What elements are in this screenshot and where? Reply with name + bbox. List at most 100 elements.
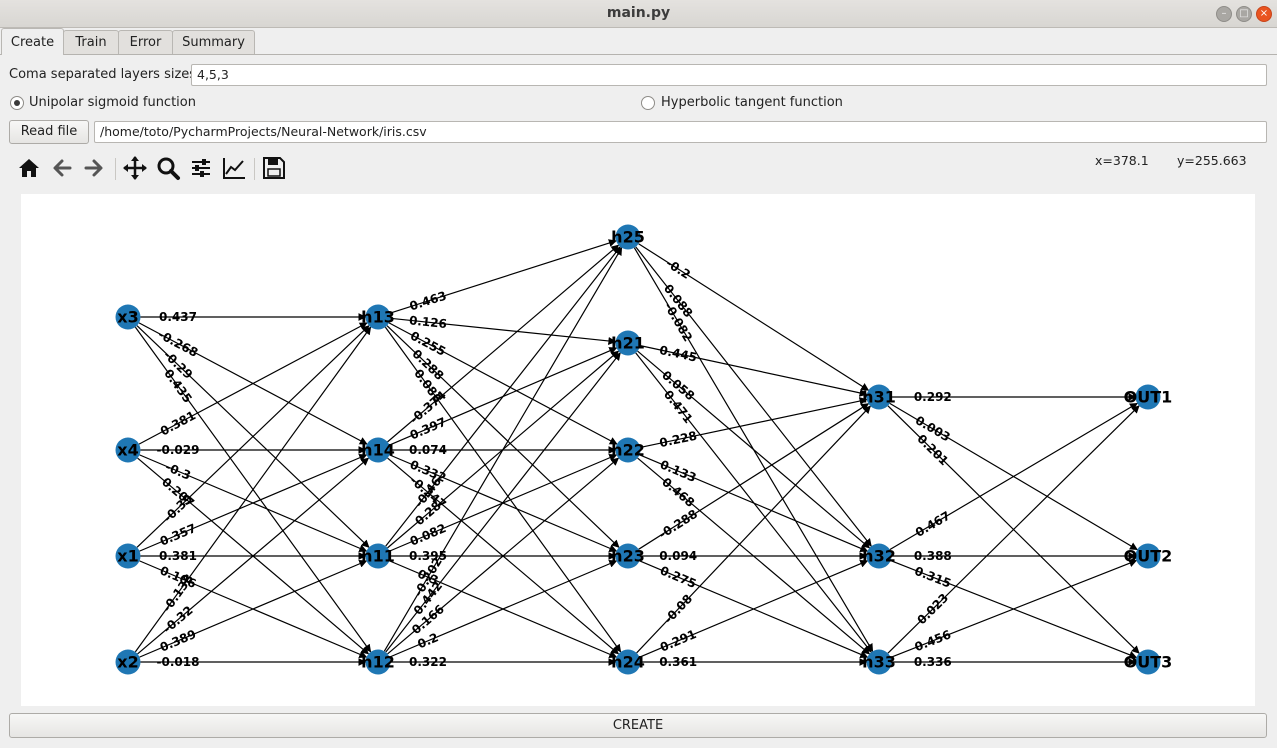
node-label-h23: h23 — [611, 547, 645, 566]
node-h21 — [615, 330, 641, 356]
edge-h24-h31 — [636, 405, 871, 654]
edge-h13-h25 — [389, 239, 617, 314]
edge-x2-h11 — [139, 560, 368, 658]
save-icon[interactable] — [260, 154, 288, 182]
node-label-h33: h33 — [862, 653, 896, 672]
window-title: main.py — [606, 5, 671, 21]
node-h24 — [615, 649, 641, 675]
edge-h14-h25 — [387, 244, 620, 443]
edge-h33-OUT1 — [887, 405, 1140, 654]
home-icon[interactable] — [15, 154, 43, 182]
tab-create[interactable]: Create — [1, 28, 64, 55]
node-h14 — [365, 437, 391, 463]
edge-weight-label: 0.467 — [913, 509, 953, 540]
edge-weight-label: 0.463 — [408, 289, 448, 314]
tab-train[interactable]: Train — [63, 30, 119, 54]
unipolar-label: Unipolar sigmoid function — [29, 95, 196, 110]
layers-input[interactable]: 4,5,3 — [191, 64, 1267, 86]
read-file-button[interactable]: Read file — [9, 120, 89, 144]
node-h32 — [866, 543, 892, 569]
coord-x-readout: x=378.1 — [1095, 153, 1149, 168]
configure-subplots-icon[interactable] — [187, 154, 215, 182]
edge-h21-h31 — [640, 345, 868, 397]
edge-h22-h32 — [639, 454, 869, 553]
toolbar-separator — [115, 158, 116, 180]
edge-x1-h14 — [139, 454, 368, 552]
network-plot[interactable]: x3 x4 x1 x2 h13 h14 h11 h12 h25 h21 h22 h23 h24 h31 h3… — [21, 194, 1255, 706]
edge-h33-OUT2 — [890, 559, 1138, 658]
edge-x1-h13 — [136, 325, 370, 548]
back-icon[interactable] — [48, 154, 76, 182]
edge-h21-h32 — [637, 350, 871, 549]
pan-icon[interactable] — [121, 154, 149, 182]
toolbar-separator — [254, 158, 255, 180]
node-OUT3 — [1135, 649, 1161, 675]
node-label-h11: h11 — [361, 547, 395, 566]
edge-x4-h13 — [138, 322, 368, 445]
node-label-OUT2: OUT2 — [1124, 547, 1173, 566]
node-OUT1 — [1135, 384, 1161, 410]
node-h31 — [866, 384, 892, 410]
edge-weight-label: 0.388 — [914, 549, 952, 563]
node-h33 — [866, 649, 892, 675]
node-label-h14: h14 — [361, 441, 395, 460]
tanh-label: Hyperbolic tangent function — [661, 95, 843, 110]
edge-weight-label: 0.023 — [914, 591, 951, 628]
node-label-x2: x2 — [117, 653, 138, 672]
edge-h25-h31 — [638, 243, 870, 391]
edge-h25-h32 — [635, 246, 872, 547]
node-label-h13: h13 — [361, 308, 395, 327]
node-label-h32: h32 — [862, 547, 896, 566]
edge-x2-h14 — [137, 457, 370, 655]
node-label-OUT1: OUT1 — [1124, 388, 1173, 407]
minimize-icon[interactable]: – — [1216, 6, 1232, 22]
node-label-h24: h24 — [611, 653, 645, 672]
zoom-icon[interactable] — [154, 154, 182, 182]
node-label-x1: x1 — [117, 547, 138, 566]
edge-h12-h23 — [389, 560, 618, 658]
node-h13 — [365, 304, 391, 330]
edge-h13-h24 — [384, 326, 622, 653]
edge-weight-label: 0.292 — [914, 390, 952, 404]
create-button[interactable]: CREATE — [9, 713, 1267, 738]
tanh-radio[interactable] — [641, 96, 655, 110]
tab-summary[interactable]: Summary — [172, 30, 255, 54]
forward-icon[interactable] — [80, 154, 108, 182]
node-label-OUT3: OUT3 — [1124, 653, 1173, 672]
edge-weight-label: 0.291 — [658, 627, 698, 655]
file-path-input[interactable]: /home/toto/PycharmProjects/Neural-Networ… — [94, 121, 1267, 143]
node-OUT2 — [1135, 543, 1161, 569]
edge-weight-label: 0.126 — [408, 313, 447, 331]
node-x4 — [115, 437, 141, 463]
edge-h13-h21 — [390, 317, 617, 345]
edge-h13-h23 — [386, 325, 620, 548]
node-label-h22: h22 — [611, 441, 645, 460]
node-x2 — [115, 649, 141, 675]
edge-x2-h13 — [134, 326, 372, 653]
edge-weight-label: 0.437 — [159, 310, 197, 324]
edge-weight-label: 0.315 — [913, 564, 953, 591]
edge-weight-label: 0.275 — [658, 563, 698, 591]
edge-h24-h32 — [639, 559, 869, 658]
node-h22 — [615, 437, 641, 463]
edge-h22-h31 — [640, 397, 868, 449]
edge-weight-label: -0.08 — [661, 592, 695, 627]
edge-weight-label: -0.2 — [663, 256, 693, 282]
node-label-x3: x3 — [117, 308, 138, 327]
tab-error[interactable]: Error — [118, 30, 173, 54]
close-icon[interactable]: × — [1256, 6, 1272, 22]
edge-h12-h22 — [387, 457, 620, 655]
edge-weight-label: 0.357 — [158, 521, 198, 549]
network-graph[interactable]: x3 x4 x1 x2 h13 h14 h11 h12 h25 h21 h22 h23 h24 h31 h3… — [21, 194, 1255, 706]
edge-weight-label: 0.094 — [659, 549, 697, 563]
edge-h11-h25 — [385, 246, 621, 547]
edit-axis-icon[interactable] — [220, 154, 248, 182]
edge-weight-label: -0.018 — [157, 655, 200, 669]
node-label-h31: h31 — [862, 388, 896, 407]
maximize-icon[interactable]: □ — [1236, 6, 1252, 22]
edge-weight-label: 0.395 — [409, 549, 447, 563]
node-label-x4: x4 — [117, 441, 138, 460]
node-h25 — [615, 224, 641, 250]
node-h11 — [365, 543, 391, 569]
unipolar-radio[interactable] — [10, 96, 24, 110]
